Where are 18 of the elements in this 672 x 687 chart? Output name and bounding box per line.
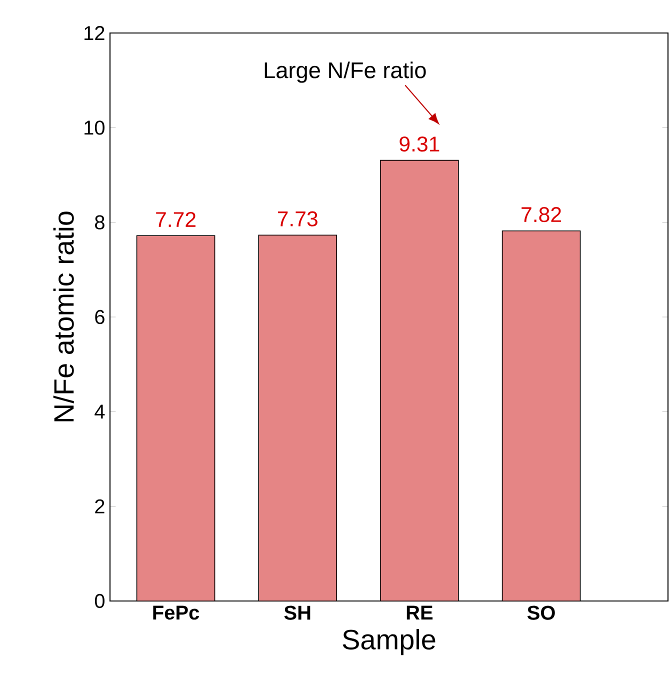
x-tick-label: SH	[284, 606, 310, 620]
y-tick-label: 4	[94, 404, 105, 419]
y-axis-title: N/Fe atomic ratio	[53, 212, 74, 422]
data-label: 7.82	[522, 207, 561, 222]
y-tick-label: 0	[94, 594, 104, 608]
x-tick-label: SO	[527, 606, 555, 620]
x-tick-label: RE	[406, 606, 433, 620]
y-tick-label: 2	[95, 499, 104, 514]
data-label: 7.73	[278, 211, 318, 226]
x-tick-label: FePc	[153, 606, 200, 620]
y-tick-label: 12	[84, 26, 104, 40]
data-label: 7.72	[156, 212, 196, 227]
x-axis-title: Sample	[342, 629, 436, 656]
y-tick-label: 10	[84, 120, 104, 135]
y-tick-label: 6	[95, 310, 104, 324]
y-tick-label: 8	[95, 215, 104, 230]
data-label: 9.31	[400, 136, 440, 152]
annotation: Large N/Fe ratio	[264, 62, 426, 83]
